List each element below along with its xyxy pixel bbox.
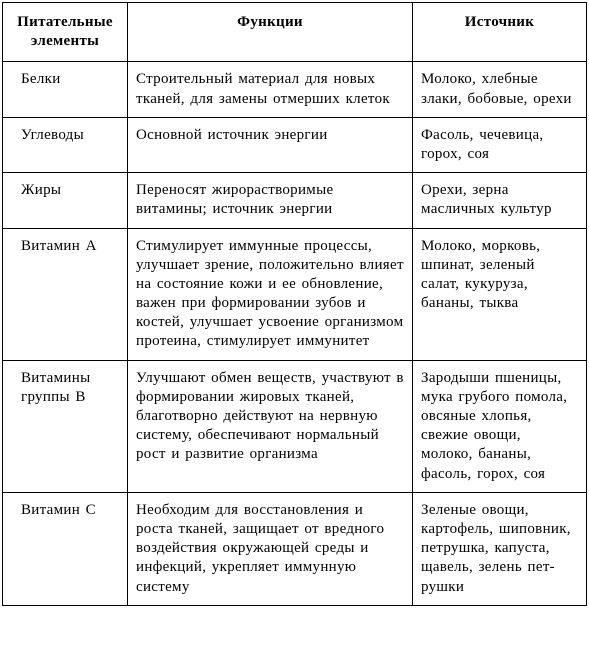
cell-function: Необходим для восстановления и роста тка… <box>128 492 413 605</box>
cell-function: Переносят жирорастворимые витамины; исто… <box>128 173 413 228</box>
nutrition-table: Питательные элементы Функции Источник Бе… <box>2 2 587 606</box>
cell-nutrient: Белки <box>3 62 128 117</box>
table-header-row: Питательные элементы Функции Источник <box>3 3 587 62</box>
table-row: Белки Строительный материал для новых тк… <box>3 62 587 117</box>
cell-source: Зародыши пшени­цы, мука грубого помола, … <box>413 360 587 492</box>
table-row: Витамины группы B Улучшают обмен веществ… <box>3 360 587 492</box>
cell-function: Основной источник энергии <box>128 117 413 172</box>
cell-source: Молоко, хлебные злаки, бобовые, орехи <box>413 62 587 117</box>
col-header-function: Функции <box>128 3 413 62</box>
table-row: Жиры Переносят жирорастворимые витамины;… <box>3 173 587 228</box>
cell-function: Стимулирует иммунные процессы, улучшает … <box>128 228 413 360</box>
cell-nutrient: Углеводы <box>3 117 128 172</box>
cell-source: Зеленые овощи, картофель, шиповник, петр… <box>413 492 587 605</box>
table-row: Витамин C Необходим для восстановления и… <box>3 492 587 605</box>
cell-source: Фасоль, чечевица, горох, соя <box>413 117 587 172</box>
cell-source: Молоко, морковь, шпинат, зеленый салат, … <box>413 228 587 360</box>
col-header-source: Источник <box>413 3 587 62</box>
cell-nutrient: Витамины группы B <box>3 360 128 492</box>
cell-nutrient: Витамин C <box>3 492 128 605</box>
cell-function: Улучшают обмен веществ, участвуют в форм… <box>128 360 413 492</box>
cell-function: Строительный материал для новых тканей, … <box>128 62 413 117</box>
cell-nutrient: Витамин A <box>3 228 128 360</box>
col-header-nutrient: Питательные элементы <box>3 3 128 62</box>
table-row: Углеводы Основной источник энергии Фасол… <box>3 117 587 172</box>
cell-nutrient: Жиры <box>3 173 128 228</box>
cell-source: Орехи, зерна масличных культур <box>413 173 587 228</box>
table-row: Витамин A Стимулирует иммунные процессы,… <box>3 228 587 360</box>
